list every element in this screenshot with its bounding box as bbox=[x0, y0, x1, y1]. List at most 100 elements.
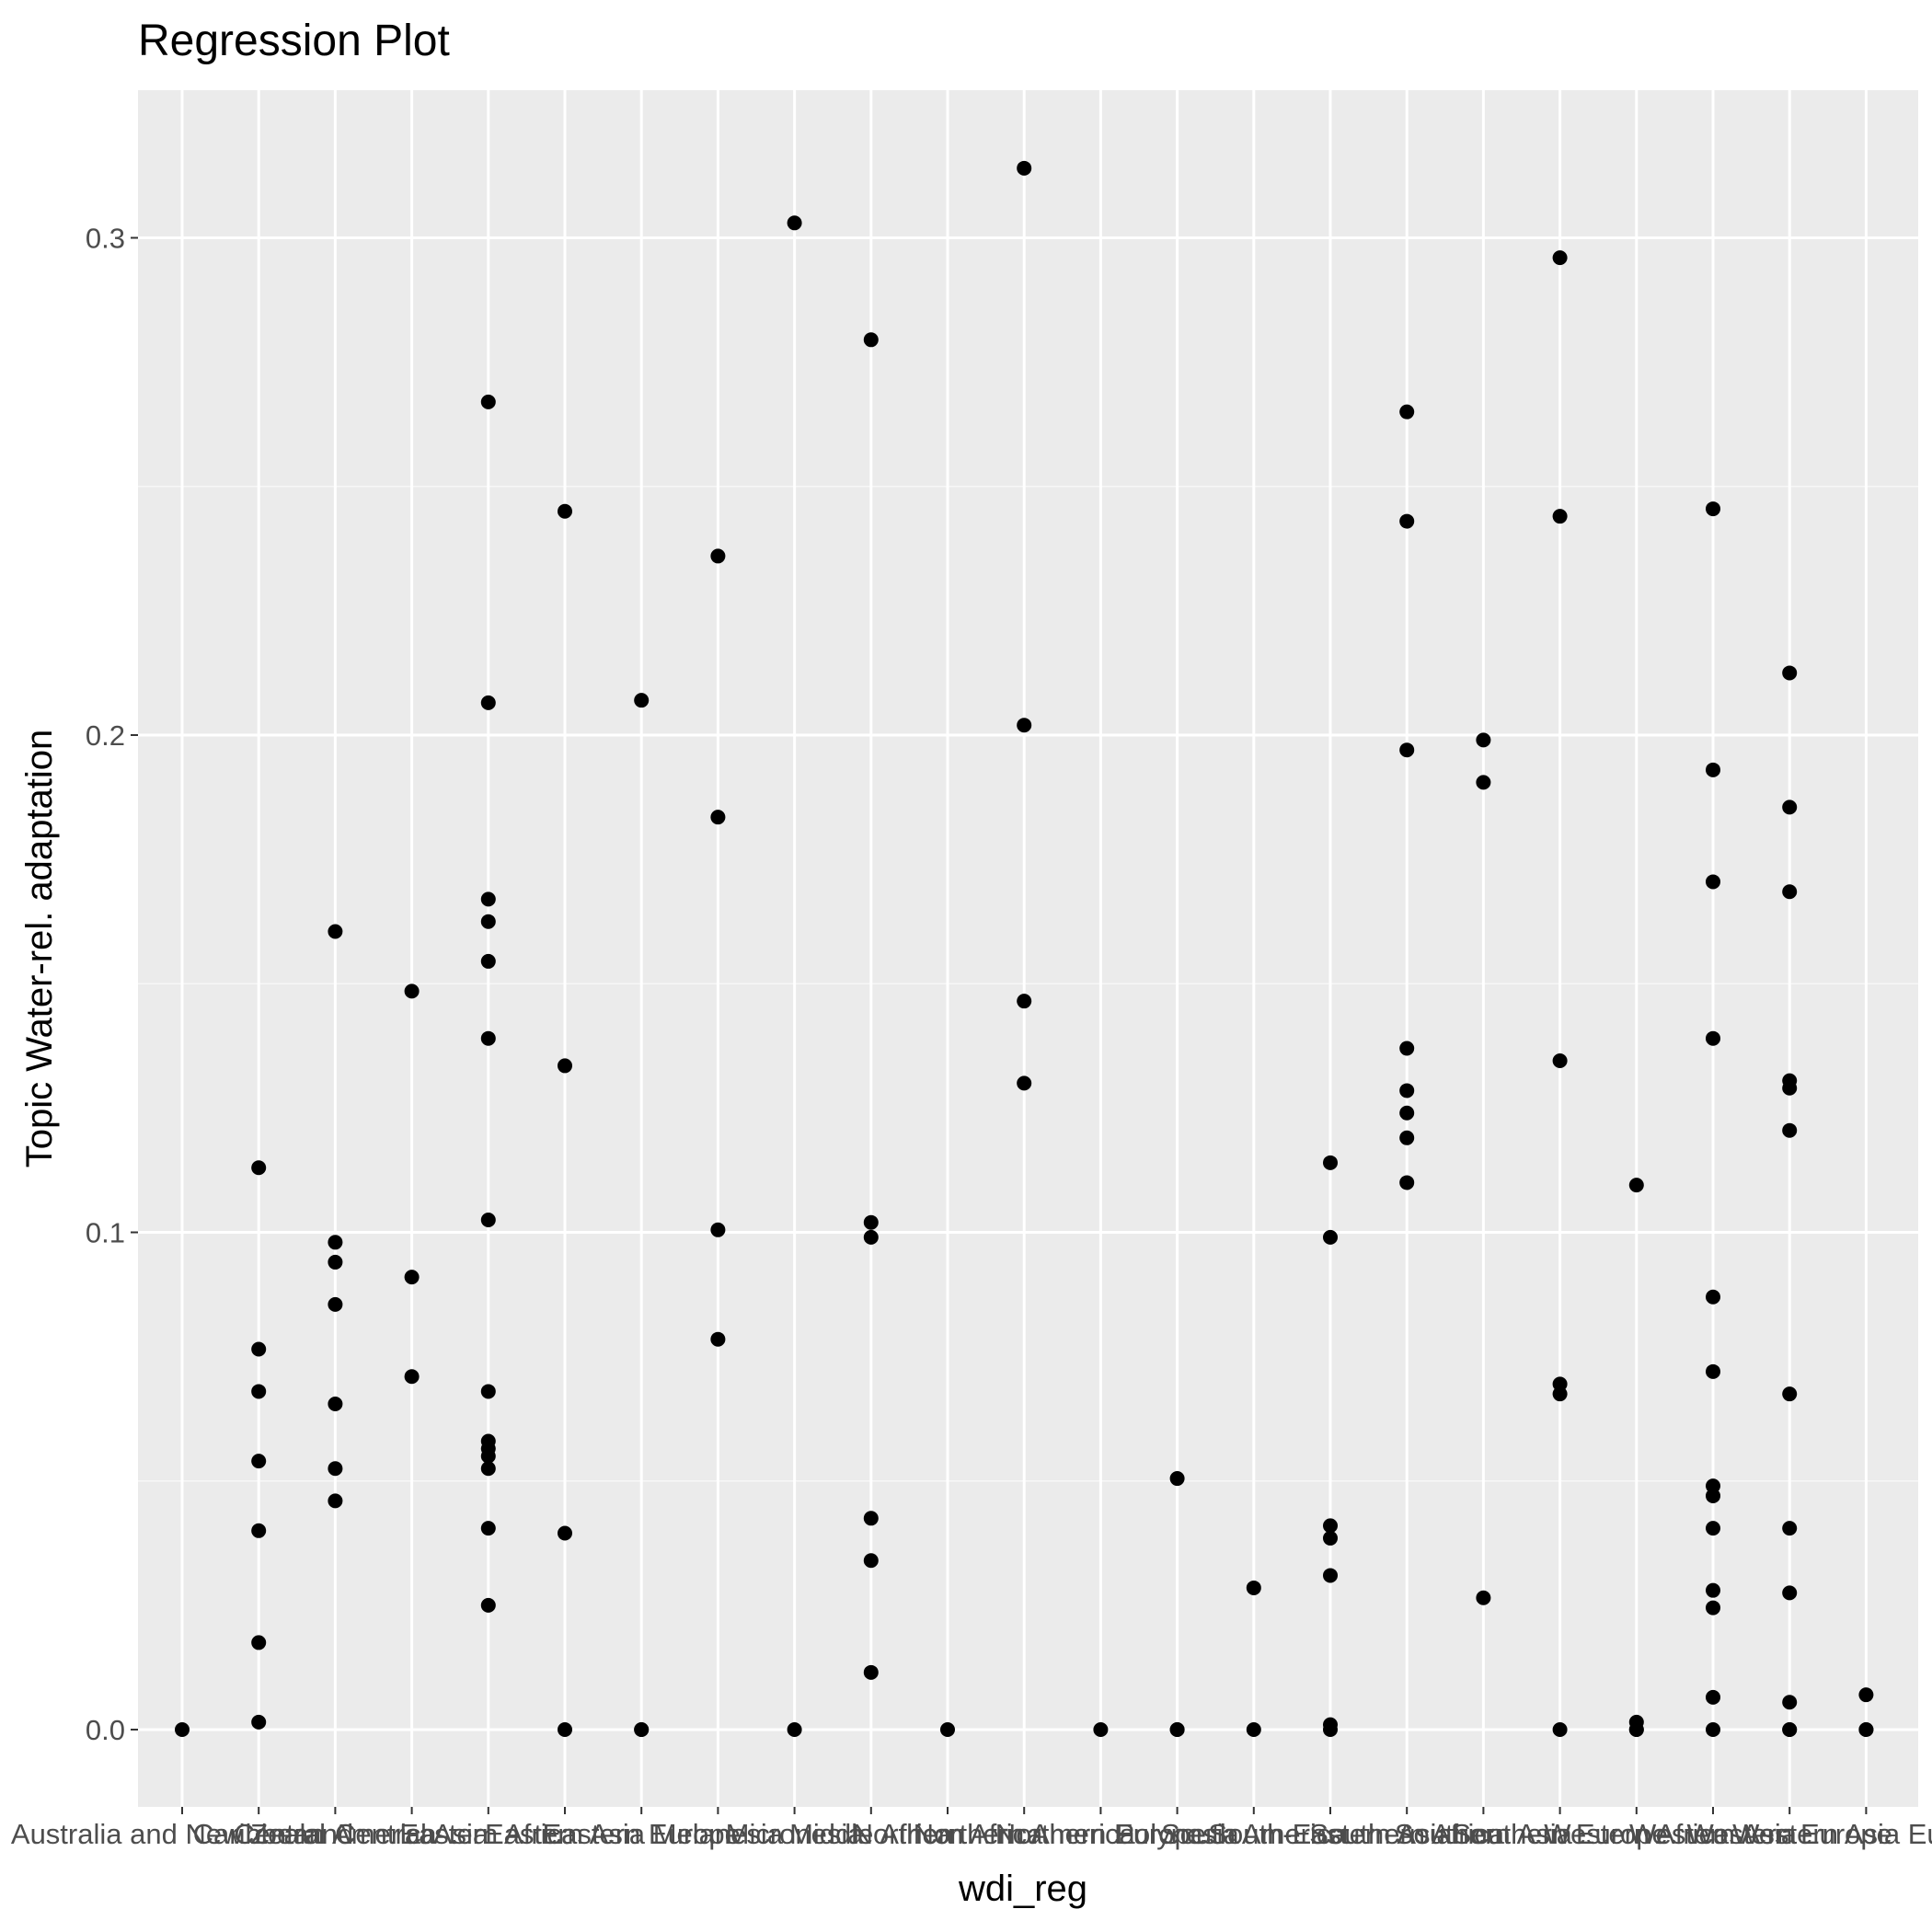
data-point bbox=[1706, 1030, 1720, 1046]
y-axis: 0.0 0.1 0.2 0.3 bbox=[86, 223, 138, 1746]
data-point bbox=[480, 1212, 496, 1227]
data-point bbox=[710, 1331, 726, 1347]
x-tick-label: Southern Africa bbox=[1309, 1818, 1505, 1850]
data-point bbox=[1782, 1122, 1798, 1138]
data-point bbox=[1706, 1363, 1720, 1379]
data-point bbox=[710, 810, 726, 825]
data-point bbox=[328, 924, 343, 939]
data-point bbox=[251, 1454, 267, 1469]
data-point bbox=[328, 1493, 343, 1509]
data-point bbox=[480, 1030, 496, 1046]
x-tick-label: Northern Africa bbox=[853, 1818, 1044, 1850]
x-tick-label: Melanesia bbox=[653, 1818, 784, 1850]
chart-title: Regression Plot bbox=[138, 17, 450, 65]
data-point bbox=[558, 1722, 572, 1737]
data-point bbox=[787, 215, 802, 231]
data-point bbox=[1399, 1105, 1415, 1121]
data-point bbox=[1782, 799, 1798, 815]
data-point bbox=[1628, 1722, 1644, 1737]
data-point bbox=[940, 1722, 955, 1737]
plot-panel bbox=[138, 90, 1918, 1807]
x-tick-label: Australia and New Zealand bbox=[11, 1818, 353, 1850]
data-point bbox=[1706, 1722, 1720, 1737]
minor-gridlines bbox=[138, 486, 1918, 1482]
data-point bbox=[1706, 874, 1720, 890]
x-tick-label: South America bbox=[1161, 1818, 1347, 1850]
data-point bbox=[480, 914, 496, 929]
data-point bbox=[863, 1229, 879, 1245]
data-point bbox=[1782, 1695, 1798, 1710]
data-point bbox=[1552, 1053, 1568, 1069]
x-tick-label: Northern Europe bbox=[995, 1818, 1206, 1850]
y-tick-label: 0.1 bbox=[86, 1217, 125, 1249]
data-point bbox=[251, 1714, 267, 1730]
data-point bbox=[634, 1722, 650, 1737]
data-point bbox=[1093, 1722, 1109, 1737]
data-point bbox=[1169, 1722, 1185, 1737]
x-tick-label: Western Europe bbox=[1686, 1818, 1892, 1850]
x-tick-label: Eastern Asia bbox=[485, 1818, 646, 1850]
data-point bbox=[480, 891, 496, 907]
data-point bbox=[1399, 404, 1415, 420]
data-point bbox=[1323, 1155, 1338, 1170]
y-tick-label: 0.3 bbox=[86, 223, 125, 255]
data-point bbox=[251, 1523, 267, 1538]
x-tick-label: Eastern Europe bbox=[542, 1818, 740, 1850]
data-point bbox=[1706, 1582, 1720, 1598]
data-point bbox=[1706, 1689, 1720, 1705]
data-point bbox=[634, 693, 650, 708]
data-point bbox=[251, 1384, 267, 1399]
data-point bbox=[480, 394, 496, 409]
data-points bbox=[175, 160, 1874, 1737]
data-point bbox=[404, 1270, 420, 1285]
data-point bbox=[558, 503, 572, 519]
data-point bbox=[480, 1384, 496, 1399]
data-point bbox=[1552, 1386, 1568, 1402]
data-point bbox=[558, 1525, 572, 1541]
data-point bbox=[863, 1553, 879, 1569]
data-point bbox=[1323, 1722, 1338, 1737]
x-tick-label: Polynesia bbox=[1115, 1818, 1239, 1850]
data-point bbox=[328, 1235, 343, 1250]
data-point bbox=[251, 1341, 267, 1357]
data-point bbox=[1323, 1568, 1338, 1583]
data-point bbox=[787, 1722, 802, 1737]
x-axis: Australia and New ZealandCaribbeanCentra… bbox=[11, 1807, 1932, 1850]
data-point bbox=[328, 1396, 343, 1411]
data-point bbox=[1706, 1600, 1720, 1616]
x-tick-label: Southern Asia bbox=[1395, 1818, 1573, 1850]
x-axis-title: wdi_reg bbox=[958, 1869, 1087, 1909]
x-tick-label: Middle Africa bbox=[789, 1818, 953, 1850]
data-point bbox=[1628, 1178, 1644, 1193]
data-point bbox=[1399, 1175, 1415, 1190]
x-tick-label: Western Asia bbox=[1629, 1818, 1798, 1850]
data-point bbox=[1552, 250, 1568, 266]
data-point bbox=[1706, 1521, 1720, 1536]
data-point bbox=[1323, 1518, 1338, 1534]
data-point bbox=[1476, 775, 1491, 790]
x-tick-label: Eastern Africa bbox=[399, 1818, 578, 1850]
data-point bbox=[1782, 1521, 1798, 1536]
data-point bbox=[1169, 1471, 1185, 1487]
data-point bbox=[1017, 160, 1032, 176]
data-point bbox=[1782, 1080, 1798, 1096]
x-tick-label: Micronesia bbox=[726, 1818, 865, 1850]
data-point bbox=[251, 1635, 267, 1650]
data-point bbox=[863, 1511, 879, 1526]
data-point bbox=[251, 1160, 267, 1176]
data-point bbox=[1476, 1590, 1491, 1605]
data-point bbox=[1246, 1580, 1261, 1595]
data-point bbox=[480, 1597, 496, 1613]
data-point bbox=[328, 1461, 343, 1477]
data-point bbox=[1552, 509, 1568, 524]
data-point bbox=[1017, 1075, 1032, 1091]
data-point bbox=[1782, 1585, 1798, 1601]
data-point bbox=[1246, 1722, 1261, 1737]
data-point bbox=[1782, 884, 1798, 900]
data-point bbox=[1323, 1530, 1338, 1546]
data-point bbox=[1706, 501, 1720, 517]
data-point bbox=[1017, 718, 1032, 733]
x-tick-label: Caribbean bbox=[193, 1818, 325, 1850]
x-tick-label: Central America bbox=[234, 1818, 437, 1850]
data-point bbox=[404, 1369, 420, 1385]
